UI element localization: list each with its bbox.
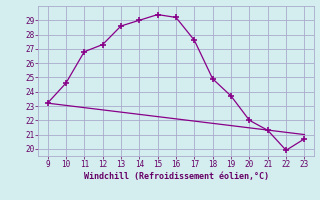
X-axis label: Windchill (Refroidissement éolien,°C): Windchill (Refroidissement éolien,°C)	[84, 172, 268, 181]
